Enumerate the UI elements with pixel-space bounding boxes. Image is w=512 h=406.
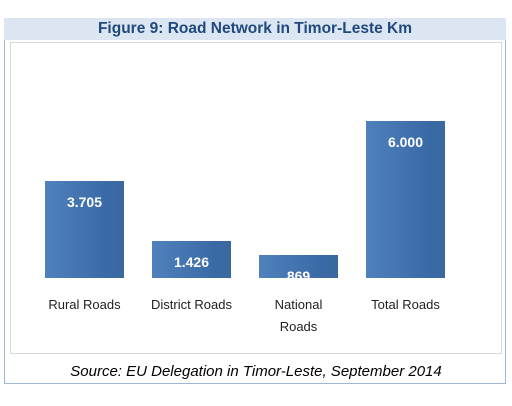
x-tick-label: National Roads: [274, 297, 323, 334]
bar: [152, 240, 231, 278]
value-label: 3.705: [66, 194, 103, 211]
value-label: 869: [286, 268, 311, 285]
value-label: 1.426: [173, 253, 210, 270]
x-tick-label: Total Roads: [371, 297, 440, 312]
bar: [259, 255, 338, 278]
plot-area: [10, 42, 502, 354]
source-note: Source: EU Delegation in Timor-Leste, Se…: [70, 363, 442, 380]
bar: [366, 121, 445, 278]
x-tick-label: Rural Roads: [48, 297, 121, 312]
x-tick-label: District Roads: [151, 297, 232, 312]
value-label: 6.000: [387, 134, 424, 150]
bar: [45, 181, 124, 278]
chart-title: Figure 9: Road Network in Timor-Leste Km: [4, 18, 506, 40]
